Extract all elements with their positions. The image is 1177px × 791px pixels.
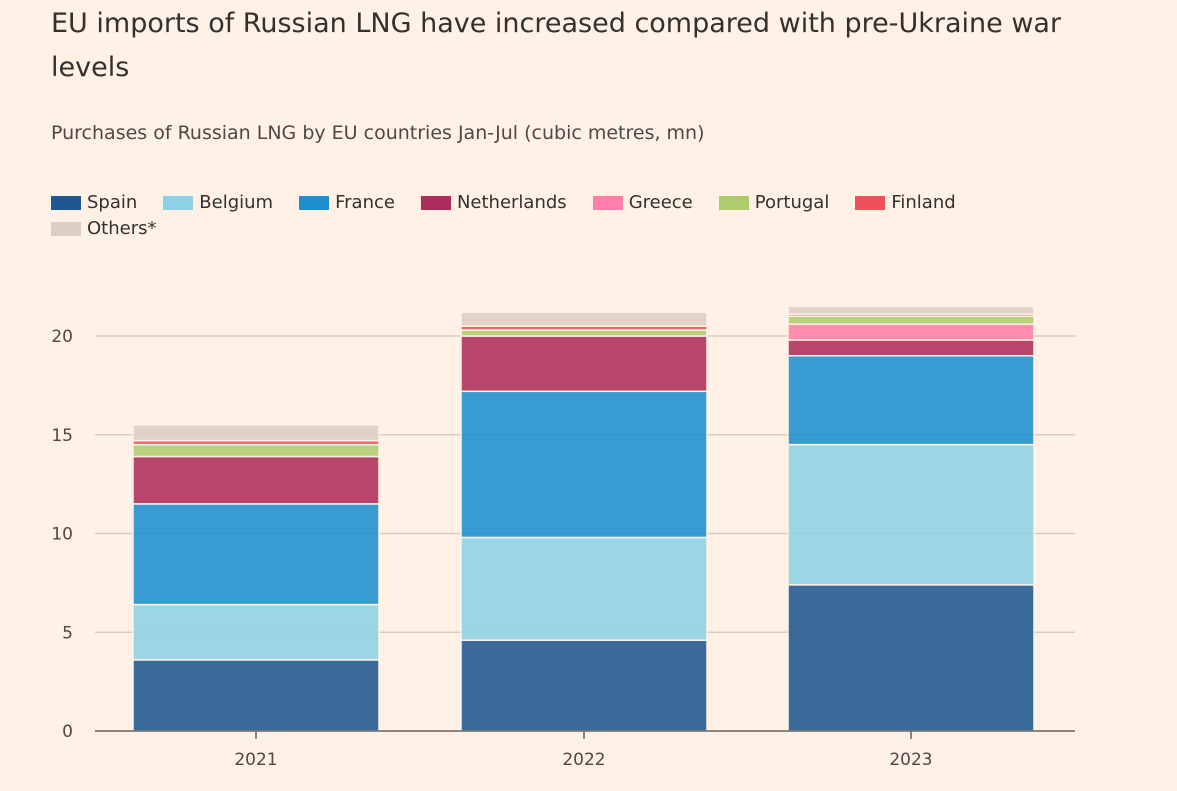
bar-segment-belgium-2023 [787,443,1035,586]
bar-segment-greece-2023 [787,323,1035,341]
x-tick-label: 2023 [889,750,932,770]
y-tick-label: 10 [51,525,73,545]
legend-swatch [718,196,749,210]
legend-label: Belgium [199,192,274,213]
x-tick-label: 2022 [562,750,605,770]
legend-item: Finland [855,192,956,214]
bar-segment-belgium-2021 [132,603,380,661]
bar-segment-others-2022 [460,311,708,327]
y-tick-label: 5 [62,623,73,643]
bar-segment-france-2022 [460,390,708,539]
legend-swatch [51,222,81,236]
legend-label: France [335,192,395,213]
legend-label: Netherlands [456,192,567,213]
legend-swatch [299,196,330,210]
legend-item: Netherlands [420,192,567,214]
legend-label: Others* [87,218,157,239]
bar-segment-netherlands-2021 [132,455,380,505]
legend-item: Spain [51,192,137,214]
bar-segment-spain-2022 [460,639,708,732]
y-tick-label: 0 [62,722,73,742]
legend-item: Portugal [718,192,830,214]
legend-item: France [299,192,395,214]
y-tick-label: 15 [51,426,73,446]
legend-label: Portugal [754,192,830,213]
bar-segment-spain-2021 [132,659,380,732]
bar-segment-portugal-2022 [460,329,708,337]
legend-label: Greece [628,192,693,213]
legend-swatch [855,196,886,210]
bar-segment-portugal-2021 [132,443,380,458]
bar-segment-france-2021 [132,503,380,606]
bar-segment-belgium-2022 [460,536,708,641]
bar-segment-others-2023 [787,305,1035,316]
legend-swatch [420,196,451,210]
legend-swatch [51,196,81,210]
bar-segment-netherlands-2023 [787,339,1035,357]
x-tick-label: 2021 [234,750,277,770]
chart-subtitle: Purchases of Russian LNG by EU countries… [51,122,705,144]
bar-segment-spain-2023 [787,584,1035,732]
legend-label: Spain [87,192,138,213]
legend-item: Others* [51,218,157,240]
bar-segment-france-2023 [787,355,1035,446]
legend-swatch [592,196,623,210]
legend-item: Greece [592,192,693,214]
legend-label: Finland [891,192,956,213]
chart-title: EU imports of Russian LNG have increased… [51,8,1062,83]
legend-swatch [163,196,194,210]
bar-segment-others-2021 [132,424,380,442]
y-tick-label: 20 [51,327,73,347]
legend-item: Belgium [163,192,273,214]
bar-segment-netherlands-2022 [460,335,708,393]
bar-segment-portugal-2023 [787,315,1035,325]
legend: Spain Belgium France Netherlands Greece Portu… [51,192,1011,240]
